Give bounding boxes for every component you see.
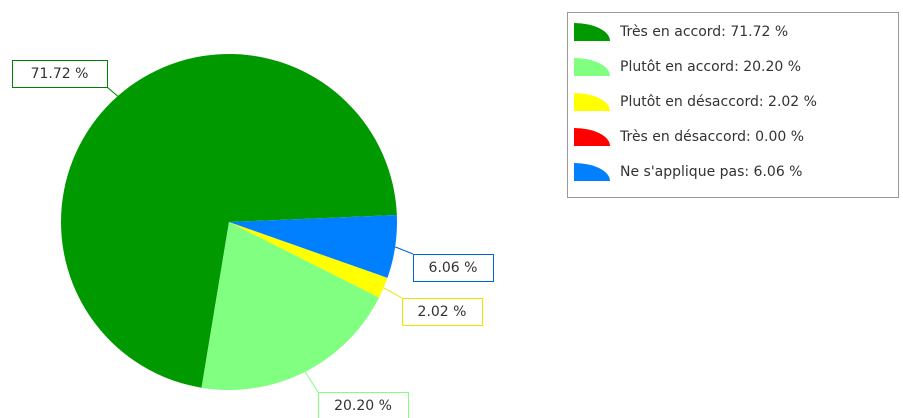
legend-swatch [574,163,610,181]
leader-line [106,86,119,97]
label-box [413,254,494,282]
leader-line [304,371,319,393]
data-label: 20.20 % [334,398,392,414]
legend-label: Plutôt en désaccord: 2.02 % [620,94,817,110]
legend-label: Plutôt en accord: 20.20 % [620,59,801,75]
leader-line [383,287,403,299]
pie-slice [229,222,388,298]
legend-swatch [574,58,610,76]
leader-line [394,246,414,255]
pie-slice [61,53,397,388]
legend-label: Très en désaccord: 0.00 % [619,129,804,145]
label-box [318,392,409,418]
legend-box [567,12,899,198]
pie-slice [229,214,397,278]
legend-label: Très en accord: 71.72 % [619,24,788,40]
data-label: 2.02 % [418,304,467,320]
legend-label: Ne s'applique pas: 6.06 % [620,164,803,180]
data-label: 6.06 % [429,260,478,276]
label-box [12,60,108,88]
pie-slice [201,222,380,391]
data-label: 71.72 % [31,66,89,82]
label-box [402,298,483,326]
legend-swatch [574,23,610,41]
legend-swatch [574,93,610,111]
legend-swatch [574,128,610,146]
